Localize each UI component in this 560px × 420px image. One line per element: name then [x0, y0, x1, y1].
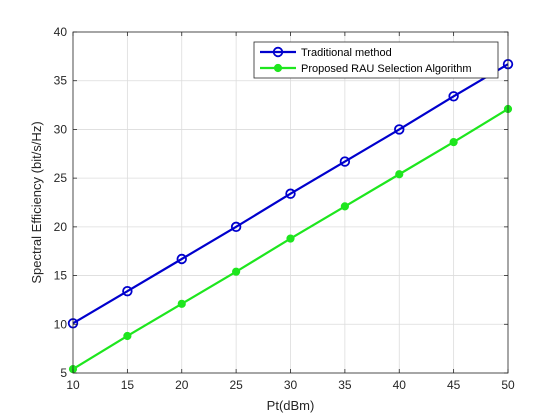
data-point: [230, 221, 242, 233]
x-tick-label: 15: [121, 378, 135, 392]
series-layer: [67, 58, 514, 374]
data-point: [232, 267, 241, 276]
series-line: [72, 63, 509, 325]
legend-label: Traditional method: [301, 47, 392, 59]
data-point: [394, 124, 405, 135]
data-point: [177, 299, 186, 308]
data-point: [286, 234, 295, 243]
data-point: [123, 331, 132, 341]
data-point: [285, 188, 296, 199]
legend-marker: [272, 46, 284, 58]
legend: Traditional method Proposed RAU Selection…: [253, 41, 499, 79]
y-tick-label: 25: [54, 171, 68, 185]
data-point: [395, 170, 404, 179]
x-tick-label: 25: [229, 378, 243, 392]
x-tick-label: 40: [393, 378, 407, 392]
y-tick-label: 15: [54, 269, 68, 283]
x-tick-label: 35: [338, 378, 352, 392]
y-tick-label: 30: [54, 122, 68, 136]
x-tick-label: 10: [66, 378, 80, 392]
legend-item: Proposed RAU Selection Algorithm: [260, 63, 472, 75]
data-point: [448, 91, 459, 102]
x-tick-label: 30: [284, 378, 298, 392]
legend-marker: [273, 63, 283, 73]
data-point: [176, 253, 187, 265]
x-tick-label: 45: [447, 378, 461, 392]
legend-box: [253, 41, 499, 79]
data-point: [449, 137, 458, 147]
data-point: [340, 202, 349, 211]
legend-item: Traditional method: [260, 46, 392, 59]
y-tick-label: 5: [60, 366, 67, 380]
data-point: [122, 285, 133, 297]
series-2: [68, 104, 513, 374]
series-1: [67, 58, 514, 329]
y-tick-label: 35: [54, 74, 68, 88]
y-tick-label: 40: [54, 25, 68, 39]
data-point: [339, 156, 351, 167]
x-tick-label: 50: [501, 378, 515, 392]
y-tick-label: 10: [54, 317, 68, 331]
x-axis-label: Pt(dBm): [267, 398, 315, 413]
legend-label: Proposed RAU Selection Algorithm: [301, 63, 472, 75]
x-tick-label: 20: [175, 378, 189, 392]
y-axis-label: Spectral Efficiency (bit/s/Hz): [29, 121, 44, 283]
y-tick-label: 20: [54, 220, 68, 234]
